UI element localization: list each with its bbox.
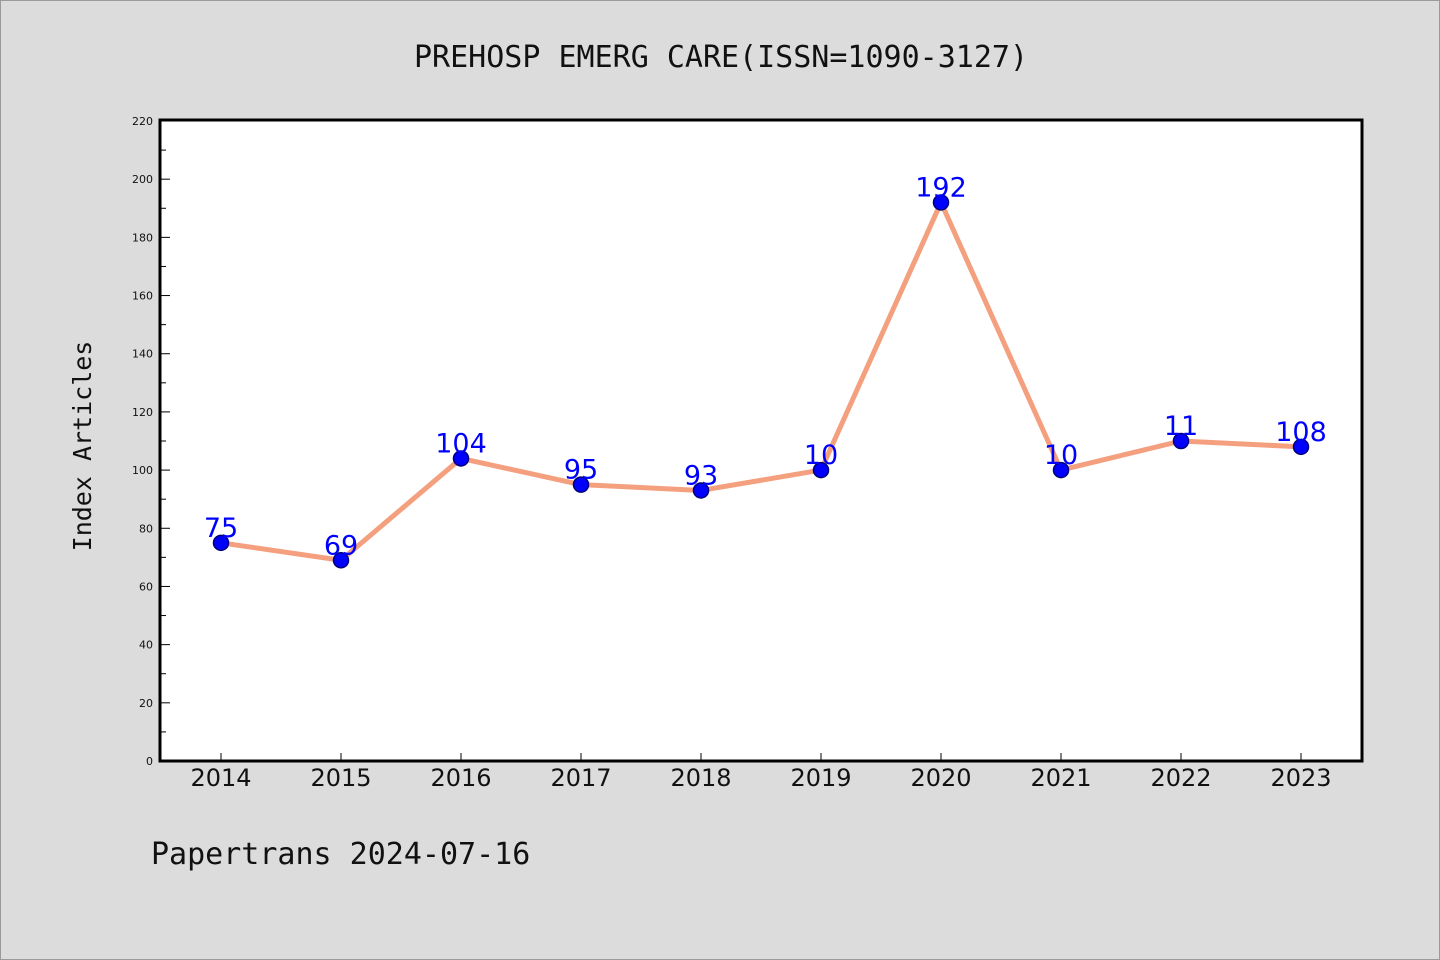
x-tick-label: 2021 <box>1030 764 1091 792</box>
data-point-marker <box>572 476 590 493</box>
series-line <box>220 199 1302 563</box>
data-label: 104 <box>435 428 487 459</box>
data-label: 95 <box>564 455 598 486</box>
y-tick-label: 0 <box>146 755 153 768</box>
y-axis: 0 20 40 60 80 100 120 140 160 180 200 220 <box>132 115 170 768</box>
x-tick-label: 2014 <box>190 764 251 792</box>
data-point-marker <box>212 534 230 552</box>
x-tick-label: 2020 <box>910 764 971 792</box>
data-point-marker <box>812 461 830 479</box>
x-tick-label: 2015 <box>310 764 371 792</box>
x-tick-label: 2023 <box>1270 764 1331 792</box>
x-tick-label: 2018 <box>670 764 731 792</box>
data-label: 10 <box>804 440 838 471</box>
data-label: 93 <box>684 460 718 491</box>
data-point-marker <box>932 194 950 211</box>
y-tick-label: 60 <box>139 580 153 593</box>
data-label: 108 <box>1275 417 1327 448</box>
data-label: 10 <box>1044 440 1078 471</box>
data-point-marker <box>332 552 350 569</box>
chart-title: PREHOSP EMERG CARE(ISSN=1090-3127) <box>414 40 1028 75</box>
y-tick-label: 220 <box>132 115 153 128</box>
data-point-marker <box>452 450 470 467</box>
plot-area <box>158 118 1364 763</box>
y-tick-label: 120 <box>132 406 153 419</box>
y-tick-label: 20 <box>139 697 153 710</box>
data-label: 192 <box>915 172 967 203</box>
data-point-marker <box>1172 432 1190 450</box>
x-tick-label: 2022 <box>1150 764 1211 792</box>
x-tick-label: 2019 <box>790 764 851 792</box>
data-label: 75 <box>204 513 238 544</box>
y-tick-label: 160 <box>132 290 153 303</box>
y-tick-label: 40 <box>139 639 153 652</box>
x-axis: 2014 2015 2016 2017 2018 2019 2020 2021 2022 2023 <box>190 753 1332 792</box>
y-tick-label: 140 <box>132 348 153 361</box>
data-point-marker <box>1292 438 1310 456</box>
data-label: 11 <box>1164 411 1198 442</box>
data-point-marker <box>692 482 710 499</box>
y-tick-label: 100 <box>132 464 153 477</box>
y-tick-label: 80 <box>139 522 153 535</box>
x-tick-label: 2016 <box>430 764 491 792</box>
footer-source-date: Papertrans 2024-07-16 <box>151 837 530 872</box>
x-tick-label: 2017 <box>550 764 611 792</box>
y-tick-label: 180 <box>132 231 153 244</box>
data-label: 69 <box>324 530 358 561</box>
series-index-articles: 75 69 104 95 93 10 192 10 11 108 <box>204 172 1327 569</box>
y-axis-label: Index Articles <box>68 341 97 552</box>
y-tick-label: 200 <box>132 173 153 186</box>
data-point-marker <box>1052 461 1070 479</box>
